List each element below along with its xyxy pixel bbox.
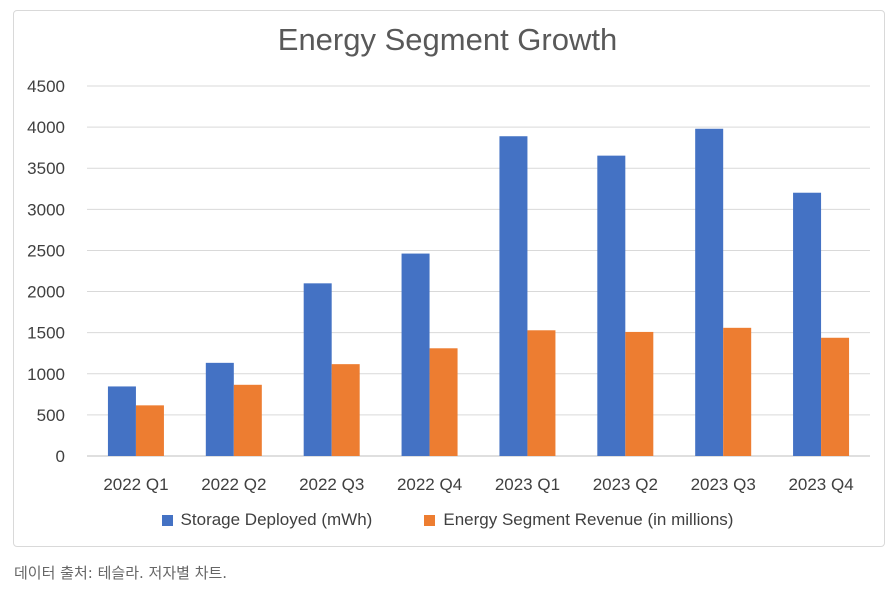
legend-label-storage: Storage Deployed (mWh) bbox=[180, 510, 373, 529]
y-tick-label: 1500 bbox=[27, 324, 65, 343]
y-tick-label: 3000 bbox=[27, 200, 65, 219]
x-tick-label: 2022 Q3 bbox=[299, 475, 364, 494]
bar-storage-deployed bbox=[695, 128, 724, 456]
bar-storage-deployed bbox=[401, 253, 430, 456]
y-tick-label: 3500 bbox=[27, 159, 65, 178]
x-tick-label: 2023 Q2 bbox=[593, 475, 658, 494]
bar-storage-deployed bbox=[205, 362, 234, 456]
chart-legend: Storage Deployed (mWh) Energy Segment Re… bbox=[0, 510, 895, 530]
source-caption: 데이터 출처: 테슬라. 저자별 차트. bbox=[14, 564, 228, 582]
x-tick-label: 2022 Q1 bbox=[103, 475, 168, 494]
bar-energy-revenue bbox=[821, 337, 850, 456]
legend-item-revenue: Energy Segment Revenue (in millions) bbox=[424, 510, 733, 530]
x-tick-label: 2023 Q1 bbox=[495, 475, 560, 494]
y-tick-label: 2000 bbox=[27, 283, 65, 302]
bar-storage-deployed bbox=[597, 155, 626, 457]
legend-swatch-revenue bbox=[424, 514, 436, 526]
y-tick-label: 4000 bbox=[27, 118, 65, 137]
chart-title: Energy Segment Growth bbox=[277, 22, 618, 57]
y-tick-label: 1000 bbox=[27, 365, 65, 384]
bar-energy-revenue bbox=[625, 331, 654, 456]
bar-energy-revenue bbox=[331, 364, 360, 456]
chart-frame bbox=[13, 10, 885, 547]
y-tick-label: 4500 bbox=[27, 77, 65, 96]
bar-energy-revenue bbox=[135, 405, 164, 456]
bar-energy-revenue bbox=[723, 327, 752, 456]
legend-swatch-storage bbox=[161, 514, 173, 526]
legend-label-revenue: Energy Segment Revenue (in millions) bbox=[443, 510, 734, 529]
bar-storage-deployed bbox=[793, 192, 822, 457]
bar-storage-deployed bbox=[303, 283, 332, 456]
y-tick-label: 2500 bbox=[27, 241, 65, 260]
y-tick-label: 500 bbox=[37, 406, 65, 425]
x-tick-label: 2023 Q3 bbox=[691, 475, 756, 494]
bar-energy-revenue bbox=[233, 384, 262, 456]
bar-storage-deployed bbox=[499, 136, 528, 456]
bar-chart: 0 500 1000 1500 2000 2500 3000 3500 4000 4500 2022… bbox=[27, 77, 870, 494]
x-tick-label: 2022 Q2 bbox=[201, 475, 266, 494]
x-tick-label: 2022 Q4 bbox=[397, 475, 462, 494]
bar-energy-revenue bbox=[429, 348, 458, 456]
y-tick-label: 0 bbox=[56, 447, 65, 466]
x-tick-label: 2023 Q4 bbox=[788, 475, 853, 494]
bar-storage-deployed bbox=[107, 386, 136, 456]
bar-energy-revenue bbox=[527, 330, 556, 456]
legend-item-storage: Storage Deployed (mWh) bbox=[161, 510, 373, 530]
